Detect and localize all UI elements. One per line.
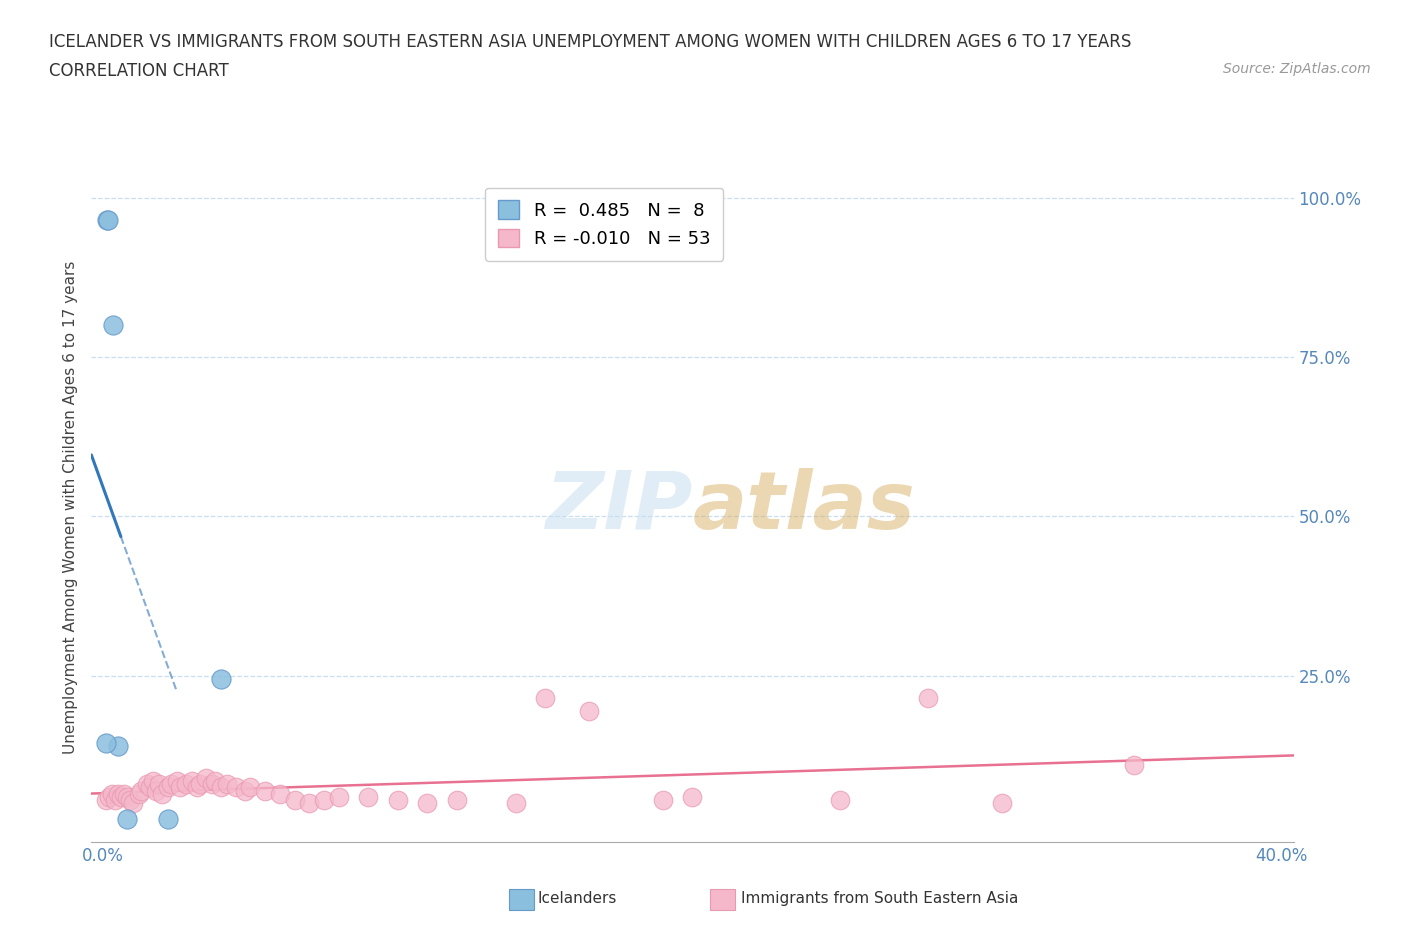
- Point: [142, 774, 165, 789]
- Point: [195, 770, 218, 785]
- Point: [225, 780, 247, 795]
- Point: [107, 787, 129, 802]
- Point: [681, 790, 703, 804]
- Point: [387, 792, 409, 807]
- Point: [233, 783, 256, 798]
- Point: [298, 796, 321, 811]
- Point: [169, 780, 191, 795]
- Legend: R =  0.485   N =  8, R = -0.010   N = 53: R = 0.485 N = 8, R = -0.010 N = 53: [485, 188, 723, 260]
- Point: [107, 738, 129, 753]
- Point: [156, 780, 179, 795]
- Text: Immigrants from South Eastern Asia: Immigrants from South Eastern Asia: [741, 891, 1018, 906]
- Point: [215, 777, 238, 791]
- Y-axis label: Unemployment Among Women with Children Ages 6 to 17 years: Unemployment Among Women with Children A…: [62, 260, 77, 753]
- Point: [148, 777, 170, 791]
- Point: [96, 212, 118, 227]
- Point: [186, 780, 208, 795]
- Point: [97, 212, 120, 227]
- Point: [446, 792, 468, 807]
- Point: [104, 792, 127, 807]
- Point: [160, 777, 183, 791]
- Text: ICELANDER VS IMMIGRANTS FROM SOUTH EASTERN ASIA UNEMPLOYMENT AMONG WOMEN WITH CH: ICELANDER VS IMMIGRANTS FROM SOUTH EASTE…: [49, 33, 1132, 50]
- Point: [284, 792, 307, 807]
- Point: [94, 736, 117, 751]
- Point: [204, 774, 226, 789]
- Text: Source: ZipAtlas.com: Source: ZipAtlas.com: [1223, 62, 1371, 76]
- Point: [94, 792, 117, 807]
- Point: [131, 783, 153, 798]
- Point: [578, 703, 600, 718]
- Point: [128, 787, 150, 802]
- Point: [917, 691, 939, 706]
- Point: [101, 787, 124, 802]
- Point: [150, 787, 173, 802]
- Text: Icelanders: Icelanders: [537, 891, 616, 906]
- Point: [328, 790, 350, 804]
- Point: [121, 796, 143, 811]
- Point: [174, 777, 197, 791]
- Point: [357, 790, 380, 804]
- Point: [145, 783, 167, 798]
- Point: [534, 691, 557, 706]
- Point: [991, 796, 1014, 811]
- Point: [110, 790, 132, 804]
- Point: [136, 777, 159, 791]
- Point: [505, 796, 527, 811]
- Point: [269, 787, 291, 802]
- Point: [118, 792, 141, 807]
- Point: [314, 792, 336, 807]
- Point: [115, 812, 138, 827]
- Point: [1123, 758, 1146, 773]
- Point: [139, 780, 162, 795]
- Point: [652, 792, 675, 807]
- Text: ZIP: ZIP: [546, 468, 692, 546]
- Point: [209, 780, 232, 795]
- Point: [112, 787, 135, 802]
- Point: [166, 774, 188, 789]
- Point: [115, 790, 138, 804]
- Point: [156, 812, 179, 827]
- Text: atlas: atlas: [692, 468, 915, 546]
- Point: [190, 777, 212, 791]
- Point: [209, 671, 232, 686]
- Text: CORRELATION CHART: CORRELATION CHART: [49, 62, 229, 80]
- Point: [239, 780, 262, 795]
- Point: [828, 792, 851, 807]
- Point: [254, 783, 277, 798]
- Point: [416, 796, 439, 811]
- Point: [98, 790, 121, 804]
- Point: [180, 774, 202, 789]
- Point: [103, 318, 125, 333]
- Point: [201, 777, 224, 791]
